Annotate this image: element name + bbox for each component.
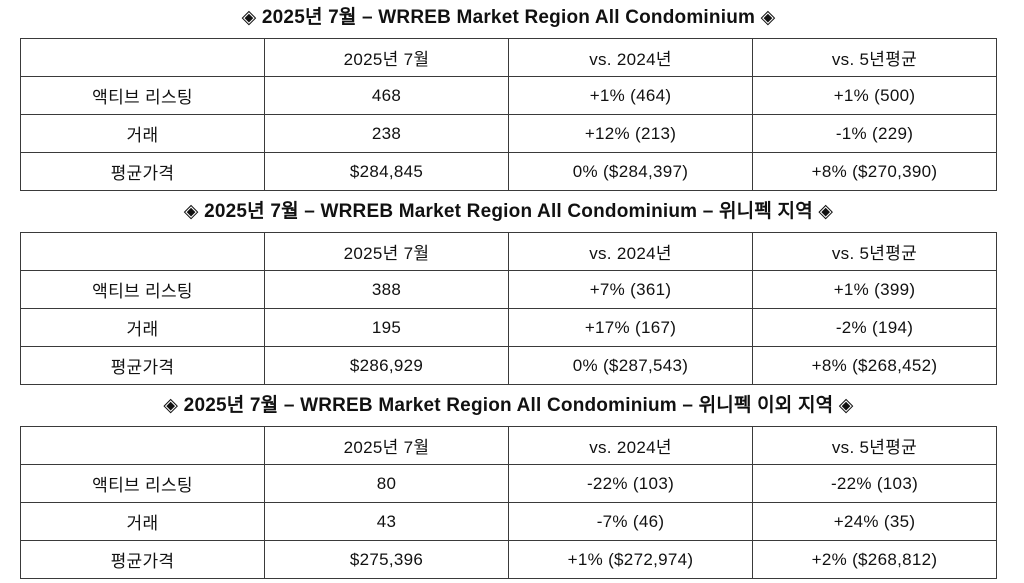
cell-average-price-vs-2024: 0% ($284,397) (508, 152, 753, 191)
table-row-active-listings: 액티브 리스팅 468 +1% (464) +1% (500) (20, 76, 997, 115)
table-title-all-region: ◈ 2025년 7월 – WRREB Market Region All Con… (241, 7, 776, 28)
row-label-active-listings: 액티브 리스팅 (20, 76, 265, 115)
row-label-active-listings: 액티브 리스팅 (20, 270, 265, 309)
row-label-average-price: 평균가격 (20, 346, 265, 385)
cell-sales-current: 195 (264, 308, 509, 347)
market-table-winnipeg: 2025년 7월 vs. 2024년 vs. 5년평균 액티브 리스팅 388 … (20, 232, 997, 385)
column-header-current-month: 2025년 7월 (264, 426, 509, 465)
market-table-all-region: 2025년 7월 vs. 2024년 vs. 5년평균 액티브 리스팅 468 … (20, 38, 997, 191)
cell-sales-vs-2024: +17% (167) (508, 308, 753, 347)
table-row-sales: 거래 43 -7% (46) +24% (35) (20, 502, 997, 541)
cell-average-price-vs-5yr: +8% ($268,452) (752, 346, 997, 385)
column-header-current-month: 2025년 7월 (264, 232, 509, 271)
table-row-average-price: 평균가격 $284,845 0% ($284,397) +8% ($270,39… (20, 152, 997, 191)
table-row-active-listings: 액티브 리스팅 80 -22% (103) -22% (103) (20, 464, 997, 503)
table-row-active-listings: 액티브 리스팅 388 +7% (361) +1% (399) (20, 270, 997, 309)
cell-average-price-current: $284,845 (264, 152, 509, 191)
row-label-sales: 거래 (20, 308, 265, 347)
column-header-vs-5yr-avg: vs. 5년평균 (752, 232, 997, 271)
cell-sales-vs-5yr: -1% (229) (752, 114, 997, 153)
table-header-row: 2025년 7월 vs. 2024년 vs. 5년평균 (20, 426, 997, 465)
market-section-winnipeg: ◈ 2025년 7월 – WRREB Market Region All Con… (20, 200, 997, 385)
table-row-sales: 거래 195 +17% (167) -2% (194) (20, 308, 997, 347)
cell-average-price-current: $275,396 (264, 540, 509, 579)
row-label-active-listings: 액티브 리스팅 (20, 464, 265, 503)
cell-sales-vs-5yr: +24% (35) (752, 502, 997, 541)
cell-active-listings-current: 388 (264, 270, 509, 309)
row-label-sales: 거래 (20, 502, 265, 541)
column-header-vs-2024: vs. 2024년 (508, 426, 753, 465)
market-table-outside-winnipeg: 2025년 7월 vs. 2024년 vs. 5년평균 액티브 리스팅 80 -… (20, 426, 997, 579)
market-section-outside-winnipeg: ◈ 2025년 7월 – WRREB Market Region All Con… (20, 394, 997, 579)
cell-sales-vs-5yr: -2% (194) (752, 308, 997, 347)
cell-sales-vs-2024: -7% (46) (508, 502, 753, 541)
column-header-vs-5yr-avg: vs. 5년평균 (752, 426, 997, 465)
cell-active-listings-current: 80 (264, 464, 509, 503)
column-header-vs-5yr-avg: vs. 5년평균 (752, 38, 997, 77)
table-row-average-price: 평균가격 $275,396 +1% ($272,974) +2% ($268,8… (20, 540, 997, 579)
column-header-vs-2024: vs. 2024년 (508, 38, 753, 77)
column-header-blank (20, 38, 265, 77)
cell-average-price-vs-2024: 0% ($287,543) (508, 346, 753, 385)
row-label-sales: 거래 (20, 114, 265, 153)
cell-sales-current: 238 (264, 114, 509, 153)
table-header-row: 2025년 7월 vs. 2024년 vs. 5년평균 (20, 232, 997, 271)
table-row-sales: 거래 238 +12% (213) -1% (229) (20, 114, 997, 153)
column-header-vs-2024: vs. 2024년 (508, 232, 753, 271)
cell-sales-vs-2024: +12% (213) (508, 114, 753, 153)
cell-sales-current: 43 (264, 502, 509, 541)
column-header-blank (20, 426, 265, 465)
table-row-average-price: 평균가격 $286,929 0% ($287,543) +8% ($268,45… (20, 346, 997, 385)
table-header-row: 2025년 7월 vs. 2024년 vs. 5년평균 (20, 38, 997, 77)
cell-average-price-current: $286,929 (264, 346, 509, 385)
cell-active-listings-vs-2024: -22% (103) (508, 464, 753, 503)
column-header-blank (20, 232, 265, 271)
table-title-winnipeg: ◈ 2025년 7월 – WRREB Market Region All Con… (183, 201, 834, 222)
cell-active-listings-current: 468 (264, 76, 509, 115)
cell-average-price-vs-5yr: +8% ($270,390) (752, 152, 997, 191)
cell-active-listings-vs-5yr: +1% (399) (752, 270, 997, 309)
cell-active-listings-vs-2024: +7% (361) (508, 270, 753, 309)
table-title-outside-winnipeg: ◈ 2025년 7월 – WRREB Market Region All Con… (163, 395, 854, 416)
cell-average-price-vs-5yr: +2% ($268,812) (752, 540, 997, 579)
cell-average-price-vs-2024: +1% ($272,974) (508, 540, 753, 579)
cell-active-listings-vs-5yr: -22% (103) (752, 464, 997, 503)
market-section-all-region: ◈ 2025년 7월 – WRREB Market Region All Con… (20, 6, 997, 191)
column-header-current-month: 2025년 7월 (264, 38, 509, 77)
cell-active-listings-vs-2024: +1% (464) (508, 76, 753, 115)
cell-active-listings-vs-5yr: +1% (500) (752, 76, 997, 115)
row-label-average-price: 평균가격 (20, 152, 265, 191)
row-label-average-price: 평균가격 (20, 540, 265, 579)
